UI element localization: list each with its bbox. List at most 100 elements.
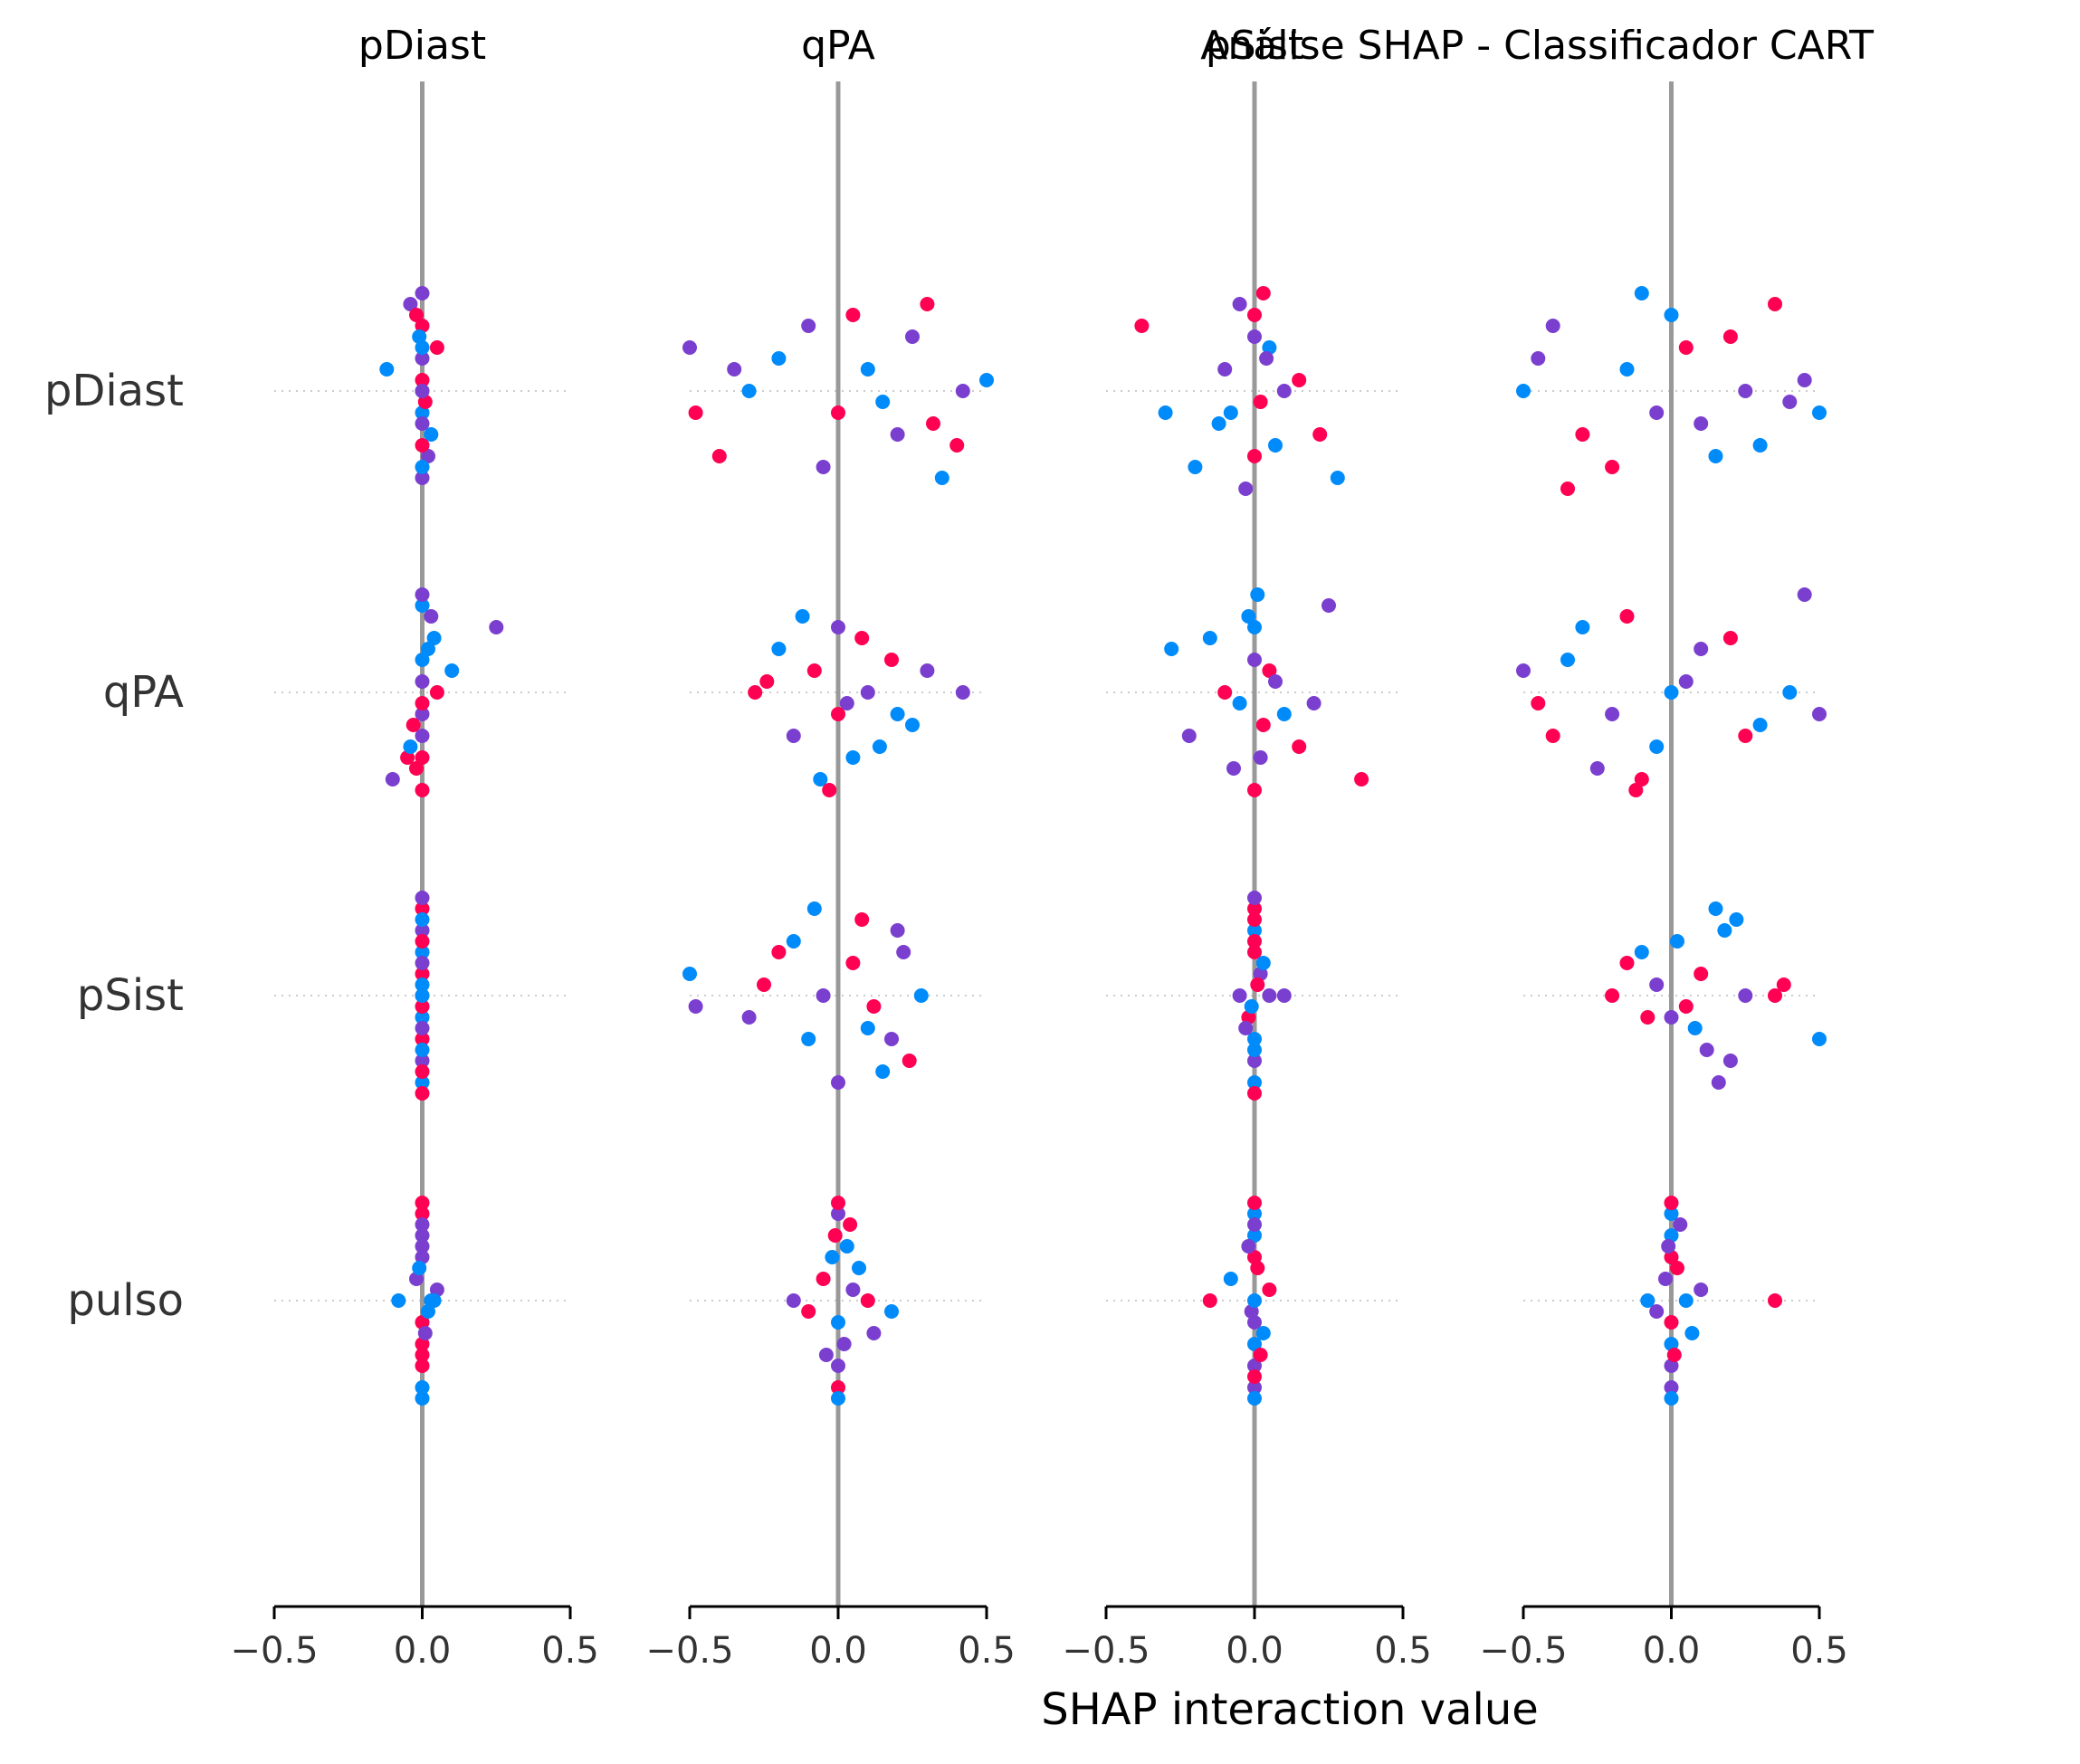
shap-point (1670, 934, 1684, 949)
shap-point (1262, 988, 1277, 1003)
shap-point (1722, 329, 1738, 344)
shap-point (391, 1293, 406, 1308)
shap-point (1768, 988, 1782, 1003)
shap-point (860, 1293, 875, 1308)
shap-point (1247, 653, 1262, 667)
shap-point (403, 297, 418, 311)
shap-point (854, 912, 870, 927)
shap-point (403, 739, 418, 754)
shap-point (429, 1282, 444, 1297)
shap-point (1250, 977, 1265, 992)
x-tick-label: 0.5 (1790, 1630, 1848, 1672)
shap-point (1666, 1348, 1682, 1362)
shap-point (1268, 438, 1283, 453)
shap-point (1729, 912, 1744, 927)
shap-point (1211, 416, 1226, 431)
shap-point (415, 1206, 430, 1221)
shap-point (415, 1064, 430, 1079)
shap-point (1694, 642, 1709, 656)
shap-point (1649, 405, 1665, 420)
shap-point (890, 427, 905, 442)
shap-point (860, 685, 875, 700)
shap-point (1262, 340, 1277, 355)
x-tick-label: 0.0 (1226, 1630, 1283, 1672)
shap-point (1664, 1010, 1679, 1025)
shap-point (1232, 297, 1247, 311)
shap-point (1247, 1196, 1262, 1210)
shap-point (1247, 1228, 1262, 1243)
shap-point (415, 598, 430, 613)
shap-point (415, 901, 430, 916)
shap-point (415, 1010, 430, 1025)
shap-point (426, 1293, 442, 1308)
shap-point (1238, 482, 1254, 496)
shap-point (421, 449, 435, 463)
shap-point (1649, 977, 1665, 992)
shap-point (831, 1359, 845, 1373)
shap-point (1664, 685, 1679, 700)
shap-point (682, 340, 697, 355)
shap-point (1238, 1021, 1254, 1035)
shap-point (890, 923, 905, 938)
shap-point (415, 945, 430, 959)
shap-point (415, 1315, 430, 1330)
shap-point (1768, 1293, 1782, 1308)
shap-point (1664, 308, 1679, 322)
shap-point (415, 923, 430, 938)
shap-point (1247, 923, 1262, 938)
shap-point (711, 449, 727, 463)
shap-point (415, 1239, 430, 1254)
shap-point (1232, 988, 1247, 1003)
x-tick-label: −0.5 (645, 1630, 733, 1672)
shap-point (1226, 761, 1241, 776)
shap-point (1253, 750, 1268, 765)
shap-point (415, 286, 430, 300)
shap-point (1752, 718, 1768, 732)
shap-point (1306, 696, 1321, 710)
shap-point (415, 587, 430, 602)
shap-point (1664, 1250, 1679, 1264)
shap-point (920, 297, 935, 311)
shap-point (845, 956, 861, 970)
shap-point (872, 739, 887, 754)
shap-point (1247, 891, 1262, 905)
shap-point (1292, 739, 1307, 754)
shap-point (1247, 901, 1262, 916)
shap-point (415, 1348, 430, 1362)
shap-point (1247, 1359, 1262, 1373)
shap-point (1134, 319, 1150, 333)
shap-point (1560, 482, 1575, 496)
shap-point (417, 1326, 433, 1340)
shap-point (1687, 1021, 1703, 1035)
shap-point (748, 685, 763, 700)
shap-point (1223, 1272, 1238, 1286)
row-label-pDiast: pDiast (44, 366, 184, 416)
shap-point (875, 1064, 891, 1079)
shap-point (688, 999, 703, 1014)
shap-point (1531, 696, 1546, 710)
shap-point (1678, 674, 1694, 689)
shap-point (1738, 729, 1753, 743)
shap-point (801, 1032, 816, 1046)
shap-point (415, 416, 430, 431)
shap-point (1247, 783, 1262, 797)
shap-point (1247, 620, 1262, 634)
shap-point (1247, 1369, 1262, 1384)
shap-point (1812, 707, 1827, 721)
shap-point (1516, 384, 1531, 398)
shap-point (421, 1304, 435, 1319)
shap-point (1708, 901, 1723, 916)
shap-point (421, 642, 435, 656)
shap-point (417, 395, 433, 409)
shap-point (1619, 362, 1635, 377)
shap-point (852, 1261, 866, 1275)
shap-point (1247, 1054, 1262, 1068)
shap-point (1673, 1217, 1688, 1232)
shap-point (884, 1304, 899, 1319)
shap-point (688, 405, 703, 420)
shap-point (759, 674, 775, 689)
shap-point (905, 329, 920, 344)
shap-point (1223, 405, 1238, 420)
panel-title-1: qPA (801, 23, 875, 69)
shap-point (1241, 1239, 1256, 1254)
